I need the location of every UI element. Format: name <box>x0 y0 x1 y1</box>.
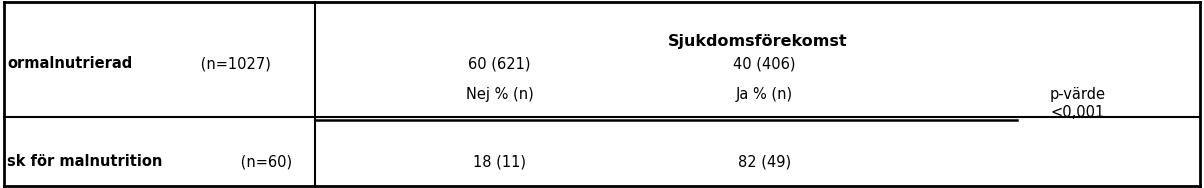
Text: ormalnutrierad: ormalnutrierad <box>7 56 132 71</box>
Text: sk för malnutrition: sk för malnutrition <box>7 154 163 169</box>
Text: Sjukdomsförekomst: Sjukdomsförekomst <box>668 34 848 49</box>
Text: <0,001: <0,001 <box>1050 105 1105 120</box>
Text: p-värde: p-värde <box>1050 86 1105 102</box>
Text: 60 (621): 60 (621) <box>468 56 531 71</box>
Text: Ja % (n): Ja % (n) <box>736 86 793 102</box>
Text: (n=60): (n=60) <box>236 154 293 169</box>
Text: (n=1027): (n=1027) <box>196 56 271 71</box>
Text: 18 (11): 18 (11) <box>473 154 526 169</box>
Text: Nej % (n): Nej % (n) <box>466 86 533 102</box>
Text: 40 (406): 40 (406) <box>733 56 796 71</box>
Text: 82 (49): 82 (49) <box>738 154 791 169</box>
